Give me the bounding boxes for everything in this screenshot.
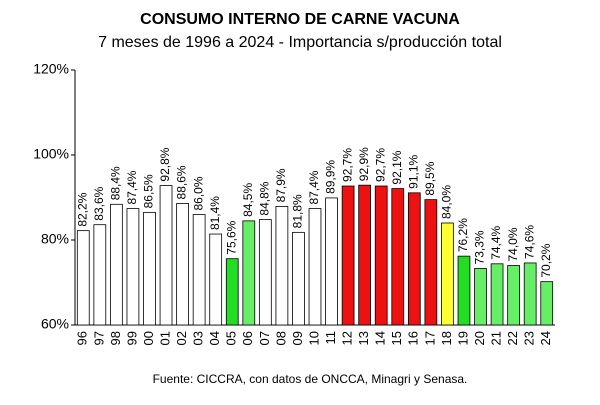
data-label: 91,1% <box>406 154 420 188</box>
y-tick-label: 60% <box>41 316 69 332</box>
x-tick-label: 24 <box>538 331 553 345</box>
bar <box>358 184 372 326</box>
data-label: 92,9% <box>357 147 371 181</box>
bar <box>507 265 520 326</box>
x-tick-label: 99 <box>124 331 139 345</box>
bar <box>143 211 156 326</box>
bar <box>192 214 206 326</box>
y-tick-label: 120% <box>33 61 69 77</box>
data-label: 84,8% <box>258 181 272 215</box>
bar <box>76 230 90 326</box>
bar <box>523 262 537 326</box>
x-tick-label: 05 <box>224 331 239 345</box>
data-label: 74,4% <box>489 225 503 259</box>
x-tick-label: 17 <box>422 331 437 345</box>
chart-title: CONSUMO INTERNO DE CARNE VACUNA <box>140 11 460 28</box>
x-tick-label: 08 <box>273 331 288 345</box>
x-tick-label: 14 <box>373 331 388 345</box>
x-tick-label: 18 <box>439 331 454 345</box>
data-label: 82,2% <box>75 192 89 226</box>
bar <box>540 281 554 326</box>
x-tick-label: 01 <box>157 331 172 345</box>
bar <box>341 185 355 326</box>
bar <box>292 231 305 326</box>
data-label: 76,2% <box>456 218 470 252</box>
x-tick-label: 04 <box>207 331 222 345</box>
x-tick-label: 12 <box>340 331 355 345</box>
x-tick-label: 21 <box>489 331 504 345</box>
x-tick-label: 09 <box>290 331 305 345</box>
data-label: 89,5% <box>423 161 437 195</box>
data-label: 87,4% <box>125 170 139 204</box>
data-label: 83,6% <box>92 186 106 220</box>
bar <box>258 219 272 326</box>
data-label: 74,0% <box>506 227 520 261</box>
bar <box>159 185 173 326</box>
bar <box>490 263 504 326</box>
bar <box>407 192 421 326</box>
chart-subtitle: 7 meses de 1996 a 2024 - Importancia s/p… <box>98 34 502 51</box>
y-tick-label: 80% <box>41 231 69 247</box>
x-tick-label: 11 <box>323 331 338 345</box>
bar <box>242 220 256 326</box>
data-label: 87,9% <box>274 168 288 202</box>
y-tick-label: 100% <box>33 146 69 162</box>
bar <box>126 208 140 326</box>
x-tick-label: 16 <box>406 331 421 345</box>
bar <box>225 258 239 326</box>
x-tick-label: 97 <box>91 331 106 345</box>
data-label: 70,2% <box>539 243 553 277</box>
bar <box>325 197 338 326</box>
data-label: 74,6% <box>522 225 536 259</box>
data-label: 84,5% <box>241 183 255 217</box>
x-tick-label: 06 <box>240 331 255 345</box>
bar <box>391 188 405 326</box>
bar <box>474 268 487 326</box>
bar <box>275 206 289 326</box>
data-label: 75,6% <box>224 220 238 254</box>
data-label: 87,4% <box>307 170 321 204</box>
data-label: 92,8% <box>158 147 172 181</box>
bar <box>424 199 438 326</box>
x-tick-label: 20 <box>472 331 487 345</box>
data-label: 73,3% <box>473 230 487 264</box>
x-tick-label: 19 <box>455 331 470 345</box>
x-tick-label: 98 <box>108 331 123 345</box>
data-label: 84,0% <box>440 185 454 219</box>
data-label: 92,1% <box>390 150 404 184</box>
bar <box>209 233 223 326</box>
data-label: 88,6% <box>175 165 189 199</box>
bar <box>93 224 107 326</box>
bar <box>457 255 471 326</box>
source-note: Fuente: CICCRA, con datos de ONCCA, Mina… <box>153 372 468 386</box>
x-tick-label: 03 <box>191 331 206 345</box>
data-label: 86,0% <box>191 176 205 210</box>
data-label: 89,9% <box>324 160 338 194</box>
bar <box>110 203 123 326</box>
data-label: 92,7% <box>340 148 354 182</box>
x-tick-label: 10 <box>306 331 321 345</box>
x-tick-label: 13 <box>356 331 371 345</box>
x-tick-label: 22 <box>505 331 520 345</box>
bar <box>176 203 189 326</box>
data-label: 81,8% <box>291 194 305 228</box>
data-label: 86,5% <box>142 174 156 208</box>
x-tick-label: 07 <box>257 331 272 345</box>
bar <box>308 208 322 326</box>
data-label: 81,4% <box>208 196 222 230</box>
data-label: 88,4% <box>109 166 123 200</box>
x-tick-label: 02 <box>174 331 189 345</box>
x-tick-label: 00 <box>141 331 156 345</box>
bar <box>441 222 454 326</box>
x-tick-label: 15 <box>389 331 404 345</box>
bar <box>374 185 388 326</box>
x-tick-label: 23 <box>522 331 537 345</box>
x-tick-label: 96 <box>75 331 90 345</box>
data-label: 92,7% <box>373 148 387 182</box>
